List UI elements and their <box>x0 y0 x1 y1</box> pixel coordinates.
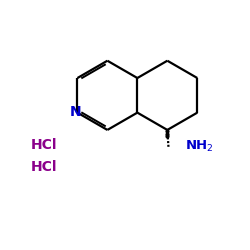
Text: NH$_2$: NH$_2$ <box>185 139 214 154</box>
Text: HCl: HCl <box>31 138 58 152</box>
Text: HCl: HCl <box>31 160 58 174</box>
Text: N: N <box>70 105 81 119</box>
